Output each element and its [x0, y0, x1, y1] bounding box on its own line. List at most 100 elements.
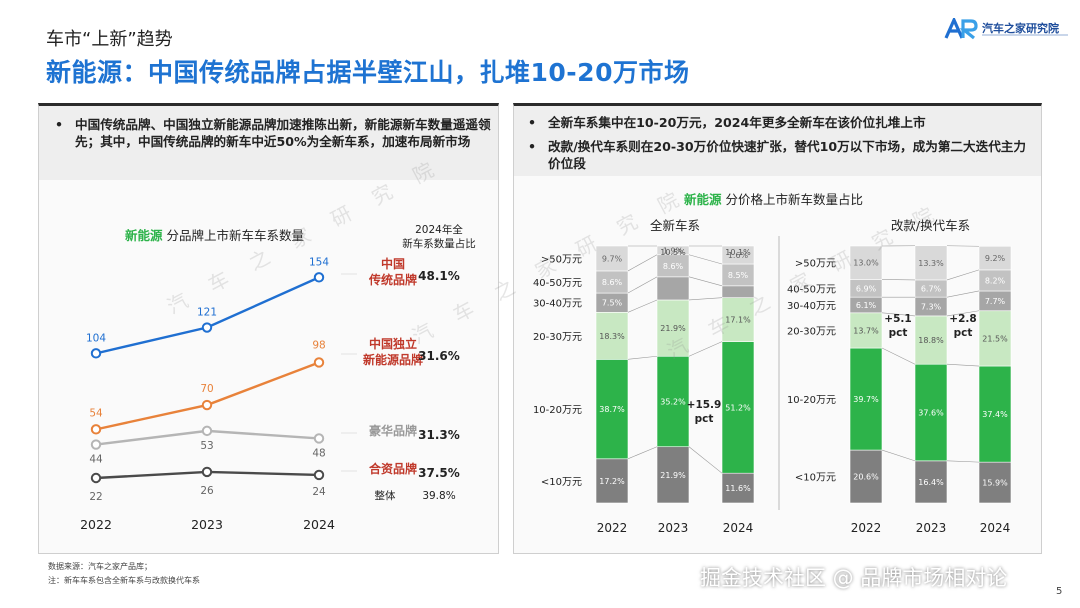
share-value: 31.6% [418, 349, 460, 363]
footnote: 注：新车车系包含全新车系与改款换代车系 [48, 576, 200, 585]
segment-label: 35.2% [660, 397, 686, 406]
bar-segment [849, 347, 883, 451]
bar-segment [978, 310, 1012, 367]
price-band-label: 40-50万元 [787, 284, 836, 295]
right-bullet-1: • 全新车系集中在10-20万元，2024年更多全新车在该价位扎堆上市 [528, 114, 1038, 131]
change-annotation: pct [889, 327, 908, 339]
segment-label: 7.5% [602, 299, 623, 308]
share-value: 31.3% [418, 428, 460, 442]
segment-label: 13.3% [918, 259, 944, 268]
change-annotation: +5.1 [884, 313, 911, 325]
segment-label: 21.9% [660, 324, 686, 333]
bar-segment [849, 245, 883, 280]
segment-label: 21.5% [982, 334, 1008, 343]
data-point [313, 272, 325, 283]
bar-segment [721, 341, 755, 474]
data-point [201, 466, 213, 478]
logo-text: 汽车之家研究院 [982, 22, 1059, 35]
left-panel: • 中国传统品牌、中国独立新能源品牌加速推陈出新，新能源新车数量遥遥领先；其中，中… [38, 103, 499, 554]
x-tick-label: 2022 [597, 521, 628, 535]
series-name-label: 合资品牌 [369, 461, 417, 476]
segment-label: 17.1% [725, 316, 751, 325]
data-point [90, 424, 102, 435]
segment-connector [946, 245, 980, 247]
series-line [95, 361, 320, 431]
data-label: 53 [200, 440, 213, 452]
bullet-dot: • [528, 115, 537, 130]
segment-label: 18.3% [599, 332, 625, 341]
bar-segment [721, 297, 755, 342]
group-title: 改款/换代车系 [891, 218, 970, 233]
right-bullet-1-text: 全新车系集中在10-20万元，2024年更多全新车在该价位扎堆上市 [548, 115, 926, 130]
data-point [313, 433, 325, 444]
series-name-label: 新能源品牌 [363, 352, 423, 367]
segment-connector [627, 276, 658, 294]
x-tick-label: 2023 [658, 521, 689, 535]
logo-underline [982, 34, 1068, 36]
right-bullet-2-text: 改款/换代车系则在20-30万价位快速扩张，替代10万以下市场，成为第二大迭代主… [548, 139, 1026, 171]
price-band-label: >50万元 [795, 259, 836, 270]
bar-segment [595, 312, 629, 360]
page-title: 新能源：中国传统品牌占据半壁江山，扎堆10-20万市场 [46, 58, 690, 87]
data-label: 48 [312, 447, 325, 459]
price-band-label: 20-30万元 [787, 326, 836, 337]
price-band-label: 40-50万元 [533, 278, 582, 289]
segment-connector [946, 310, 980, 317]
x-tick-label: 2024 [303, 517, 335, 532]
data-label: 26 [200, 485, 214, 497]
total-label: 整体 [375, 489, 396, 502]
bar-segment [721, 245, 755, 265]
segment-label: 8.6% [663, 262, 684, 271]
data-point [313, 469, 325, 481]
segment-connector [627, 446, 658, 460]
segment-connector [627, 299, 658, 313]
bar-segment [656, 276, 690, 301]
segment-label: 8.5% [728, 271, 749, 280]
share-value: 37.5% [418, 466, 460, 480]
bar-segment [849, 312, 883, 349]
segment-label: 38.7% [599, 405, 625, 414]
segment-label: 15.9% [982, 479, 1008, 488]
segment-label: 7.7% [985, 297, 1006, 306]
price-band-label: 20-30万元 [533, 332, 582, 343]
source-note: 数据来源：汽车之家产品库； [48, 562, 152, 571]
bar-segment [978, 461, 1012, 504]
price-band-label: 30-40万元 [533, 299, 582, 310]
segment-label: 13.0% [853, 259, 879, 268]
share-header: 2024年全 [415, 223, 463, 236]
segment-label: 1.6% [728, 251, 749, 260]
data-label: 54 [89, 407, 103, 419]
segment-connector [688, 341, 723, 357]
bar-segment [914, 245, 948, 281]
data-label: 44 [89, 454, 103, 466]
x-tick-label: 2023 [916, 521, 947, 535]
segment-label: 37.4% [982, 410, 1008, 419]
data-label: 24 [312, 486, 326, 498]
left-notes-box: • 中国传统品牌、中国独立新能源品牌加速推陈出新，新能源新车数量遥遥领先；其中，中… [39, 106, 498, 180]
total-share: 39.8% [422, 490, 455, 502]
line-chart-title: 新能源 分品牌上市新车车系数量 [125, 228, 304, 243]
line-chart-title-rest: 分品牌上市新车车系数量 [167, 228, 305, 243]
data-point [90, 472, 102, 484]
price-band-label: 10-20万元 [533, 405, 582, 416]
data-label: 98 [312, 339, 325, 351]
segment-connector [946, 460, 980, 463]
bullet-dot: • [55, 117, 64, 132]
data-point [90, 348, 102, 359]
right-panel: • 全新车系集中在10-20万元，2024年更多全新车在该价位扎堆上市 • 改款/换… [513, 103, 1042, 554]
price-band-label: 30-40万元 [787, 301, 836, 312]
group-title: 全新车系 [650, 218, 700, 233]
segment-connector [881, 312, 916, 317]
bar-segment [721, 472, 755, 504]
bar-segment [595, 245, 629, 272]
segment-connector [881, 347, 916, 365]
data-label: 154 [309, 256, 329, 268]
change-annotation: +15.9 [687, 399, 722, 411]
data-point [201, 425, 213, 437]
segment-label: 17.2% [599, 477, 625, 486]
right-notes-box: • 全新车系集中在10-20万元，2024年更多全新车在该价位扎堆上市 • 改款/换… [514, 106, 1041, 176]
data-point [90, 439, 102, 450]
segment-connector [688, 446, 723, 474]
segment-connector [946, 290, 980, 298]
price-band-label: 10-20万元 [787, 395, 836, 406]
